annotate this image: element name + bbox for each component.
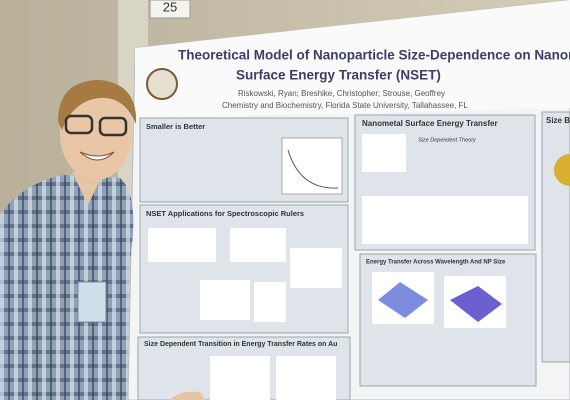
equation-box [362,196,528,244]
neck [72,172,104,205]
poster-affiliation: Chemistry and Biochemistry, Florida Stat… [222,101,468,110]
poster-title: Surface Energy Transfer (NSET) [236,68,441,83]
poster-authors: Riskowski, Ryan; Breshike, Christopher; … [238,89,445,98]
figure [210,356,270,400]
surface-plot [450,286,502,322]
figure [362,134,406,172]
board-number: 25 [163,0,177,14]
glasses [98,116,128,137]
face [60,88,132,180]
figure [254,282,286,322]
panel [541,111,570,363]
figure [276,356,336,400]
section-heading: Size Dependent Transition in Energy Tran… [144,341,337,348]
board-number-card [149,0,191,19]
section-heading: Size B [546,116,570,125]
glasses [64,114,94,135]
figure [554,154,570,186]
surface-plot [378,282,428,318]
hair [58,80,137,130]
university-seal [146,68,178,100]
section-heading: Smaller is Better [146,122,205,131]
name-badge [77,281,107,323]
poster-title: Theoretical Model of Nanoparticle Size-D… [178,48,570,63]
section-heading: NSET Applications for Spectroscopic Rule… [146,209,304,218]
figure [281,137,343,195]
hand [170,391,205,400]
subsection-heading: Size Dependent Theory [418,137,477,143]
section-heading: Energy Transfer Across Wavelength And NP… [366,260,506,266]
figure [230,228,286,262]
figure [290,248,342,288]
figure-curve [287,149,339,189]
figure [200,280,250,320]
poster-header [135,0,570,118]
figure [148,228,216,262]
section-heading: Nanometal Surface Energy Transfer [362,119,498,128]
shirt [0,175,134,400]
smile [79,151,115,161]
